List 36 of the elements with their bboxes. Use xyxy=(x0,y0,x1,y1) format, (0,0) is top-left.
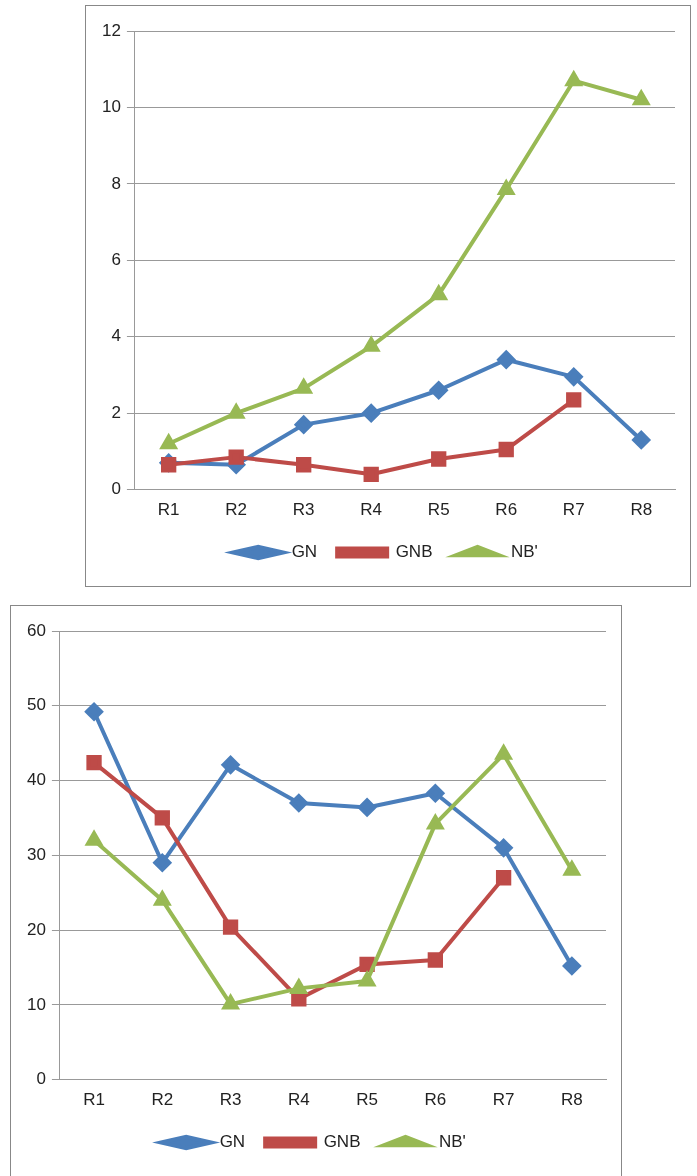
legend-label: GN xyxy=(291,542,318,562)
x-tick-label: R2 xyxy=(151,1090,174,1110)
legend-label: GN xyxy=(219,1132,246,1152)
y-tick-label: 0 xyxy=(111,479,121,499)
x-tick-label: R3 xyxy=(219,1090,242,1110)
x-tick-label: R7 xyxy=(562,500,585,520)
x-tick-label: R1 xyxy=(157,500,180,520)
x-tick-label: R8 xyxy=(630,500,653,520)
x-tick-label: R7 xyxy=(492,1090,515,1110)
y-tick-label: 10 xyxy=(26,994,46,1014)
legend-label: NB' xyxy=(438,1132,466,1152)
x-tick-label: R2 xyxy=(225,500,248,520)
y-tick-label: 20 xyxy=(26,919,46,939)
legend-label: NB' xyxy=(510,542,538,562)
y-tick-label: 30 xyxy=(26,844,46,864)
legend-label: GNB xyxy=(323,1132,361,1152)
y-tick-label: 60 xyxy=(26,620,46,640)
y-tick-label: 40 xyxy=(26,770,46,790)
y-tick-label: 6 xyxy=(111,249,121,269)
x-tick-label: R4 xyxy=(360,500,383,520)
y-tick-label: 50 xyxy=(26,695,46,715)
y-tick-label: 12 xyxy=(101,20,121,40)
x-tick-label: R6 xyxy=(495,500,518,520)
y-tick-label: 0 xyxy=(36,1069,46,1089)
y-tick-label: 10 xyxy=(101,97,121,117)
y-tick-label: 2 xyxy=(111,402,121,422)
x-tick-label: R4 xyxy=(287,1090,310,1110)
x-tick-label: R5 xyxy=(427,500,450,520)
x-tick-label: R6 xyxy=(424,1090,447,1110)
y-tick-label: 8 xyxy=(111,173,121,193)
x-tick-label: R5 xyxy=(356,1090,378,1110)
legend-label: GNB xyxy=(395,542,433,562)
x-tick-label: R3 xyxy=(292,500,315,520)
x-tick-label: R8 xyxy=(561,1090,583,1110)
y-tick-label: 4 xyxy=(111,326,121,346)
x-tick-label: R1 xyxy=(83,1090,105,1110)
